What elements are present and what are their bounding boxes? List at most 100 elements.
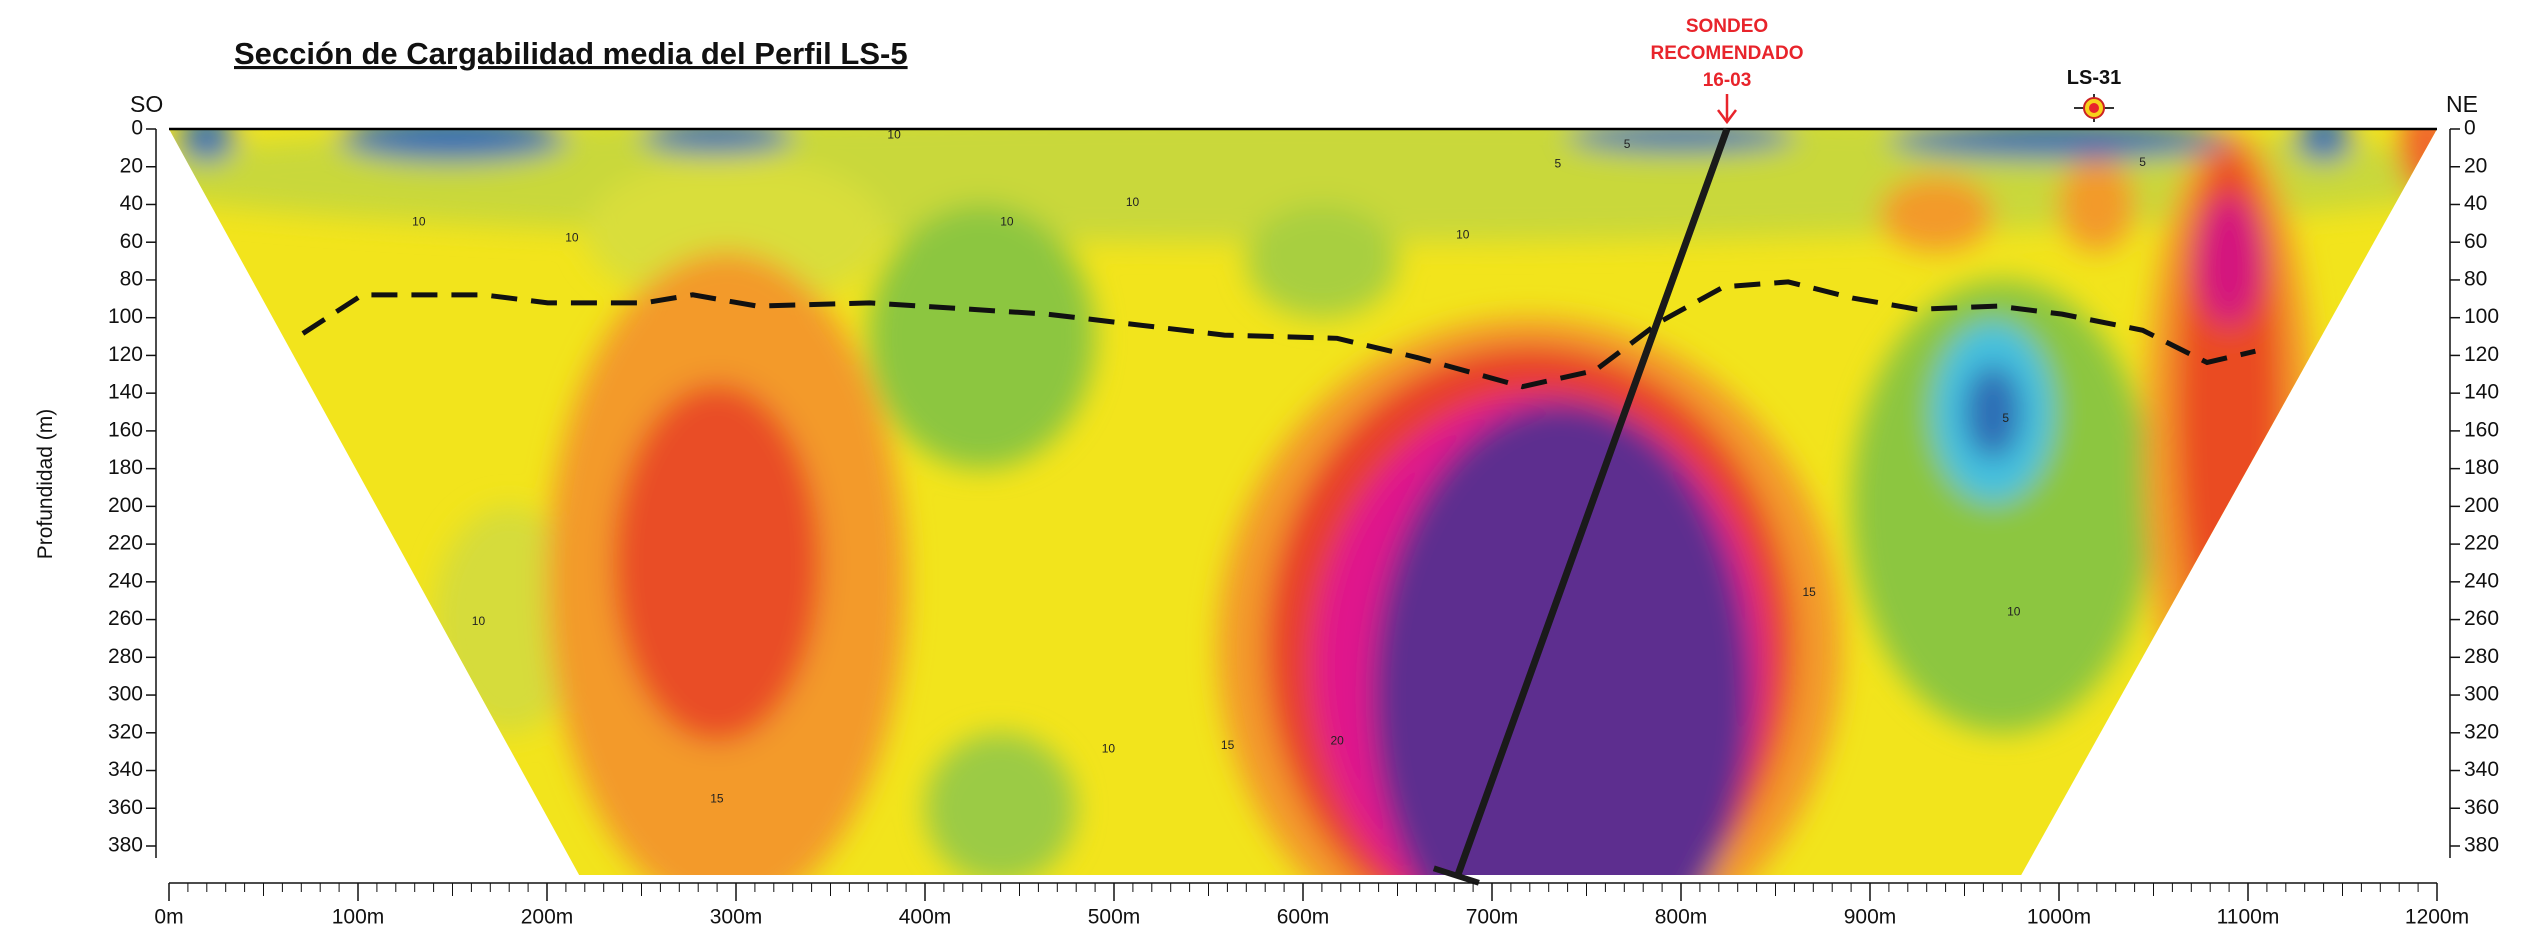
contour-label: 10: [2007, 604, 2021, 618]
y-tick-label: 280: [2464, 645, 2499, 668]
field-blob: [1567, 129, 1795, 152]
sondeo-arrow: [1717, 94, 1737, 125]
so-label: SO: [130, 91, 163, 117]
y-tick-label: 20: [120, 154, 143, 177]
y-tick-label: 380: [2464, 834, 2499, 857]
drill-end: [1432, 865, 1480, 886]
x-tick-label: 400m: [899, 906, 952, 929]
y-tick-label: 40: [120, 192, 143, 215]
ne-label: NE: [2446, 91, 2478, 117]
y-tick-label: 280: [108, 645, 143, 668]
y-tick-label: 120: [2464, 343, 2499, 366]
x-tick-label: 200m: [521, 906, 574, 929]
x-tick-label: 1100m: [2217, 906, 2280, 929]
x-tick-label: 1000m: [2027, 906, 2091, 929]
chargeability-field: [169, 129, 2437, 875]
x-tick-label: 900m: [1844, 906, 1897, 929]
contour-label: 10: [412, 215, 426, 229]
y-tick-label: 160: [2464, 418, 2499, 441]
field-blob: [178, 129, 236, 162]
contour-label: 10: [1000, 215, 1014, 229]
field-blob: [1964, 364, 2022, 460]
field-blob: [1888, 129, 2230, 160]
contour-label: 10: [887, 128, 901, 142]
field-blob: [2295, 129, 2352, 162]
contour-label: 10: [472, 614, 486, 628]
y-tick-label: 80: [2464, 267, 2487, 290]
y-tick-label: 240: [2464, 569, 2499, 592]
y-tick-label: 260: [108, 607, 143, 630]
station-icon: [2074, 94, 2114, 122]
annotation-line: 16-03: [1703, 70, 1752, 91]
contour-label: 10: [1126, 195, 1140, 209]
y-tick-label: 340: [108, 758, 143, 781]
y-tick-label: 140: [2464, 381, 2499, 404]
contour-label: 15: [1802, 585, 1816, 599]
y-tick-label: 300: [108, 683, 143, 706]
drill-hole: [1454, 127, 1731, 876]
field-blob: [613, 383, 822, 743]
field-blob: [1851, 279, 2154, 733]
field-blob: [1246, 204, 1398, 318]
y-axis-label: Profundidad (m): [34, 409, 57, 560]
y-tick-label: 40: [2464, 192, 2487, 215]
y-tick-label: 60: [120, 230, 143, 253]
field-blob: [433, 506, 585, 733]
y-tick-label: 100: [108, 305, 143, 328]
contour-label: 10: [1102, 741, 1116, 755]
y-tick-label: 300: [2464, 683, 2499, 706]
y-tick-label: 220: [2464, 532, 2499, 555]
x-tick-label: 100m: [332, 906, 385, 929]
y-tick-label: 360: [108, 796, 143, 819]
x-tick-label: 800m: [1655, 906, 1708, 929]
contour-label: 10: [565, 231, 579, 245]
y-tick-label: 260: [2464, 607, 2499, 630]
y-tick-label: 140: [108, 381, 143, 404]
x-tick-label: 300m: [710, 906, 763, 929]
y-tick-label: 380: [108, 834, 143, 857]
x-tick-label: 600m: [1277, 906, 1330, 929]
contour-label: 5: [1554, 157, 1561, 171]
contour-label: 20: [1330, 733, 1344, 747]
station-label: LS-31: [2067, 67, 2121, 89]
y-tick-label: 60: [2464, 230, 2487, 253]
y-tick-label: 340: [2464, 758, 2499, 781]
field-blob: [2195, 195, 2264, 328]
y-tick-label: 180: [108, 456, 143, 479]
chart-title: Sección de Cargabilidad media del Perfil…: [234, 36, 908, 71]
field-blob: [339, 129, 566, 162]
x-tick-label: 500m: [1088, 906, 1141, 929]
y-tick-label: 320: [108, 720, 143, 743]
contour-label: 15: [1221, 738, 1235, 752]
contour-label: 5: [2002, 411, 2009, 425]
y-tick-label: 80: [120, 267, 143, 290]
annotation-line: SONDEO: [1686, 16, 1768, 37]
interface-line: [301, 279, 2256, 390]
y-tick-label: 120: [108, 343, 143, 366]
y-tick-label: 20: [2464, 154, 2487, 177]
field-blob: [2059, 157, 2135, 252]
field-blob: [868, 204, 1096, 469]
y-tick-label: 200: [108, 494, 143, 517]
y-tick-label: 240: [108, 569, 143, 592]
x-tick-label: 1200m: [2405, 906, 2469, 929]
y-tick-label: 0: [2464, 117, 2476, 140]
contour-label: 5: [2139, 155, 2146, 169]
y-tick-label: 200: [2464, 494, 2499, 517]
y-tick-label: 180: [2464, 456, 2499, 479]
field-blob: [1879, 176, 1993, 252]
y-tick-label: 320: [2464, 720, 2499, 743]
annotation-line: RECOMENDADO: [1650, 43, 1803, 64]
field-blob: [584, 157, 888, 309]
field-blob: [925, 732, 1077, 875]
y-tick-label: 160: [108, 418, 143, 441]
x-tick-label: 700m: [1466, 906, 1519, 929]
contour-label: 10: [1456, 227, 1470, 241]
x-tick-label: 0m: [154, 906, 183, 929]
field-blobs: [169, 129, 2437, 875]
sondeo-annotation: SONDEO RECOMENDADO 16-03: [1650, 16, 1803, 91]
y-tick-label: 360: [2464, 796, 2499, 819]
y-tick-label: 100: [2464, 305, 2499, 328]
